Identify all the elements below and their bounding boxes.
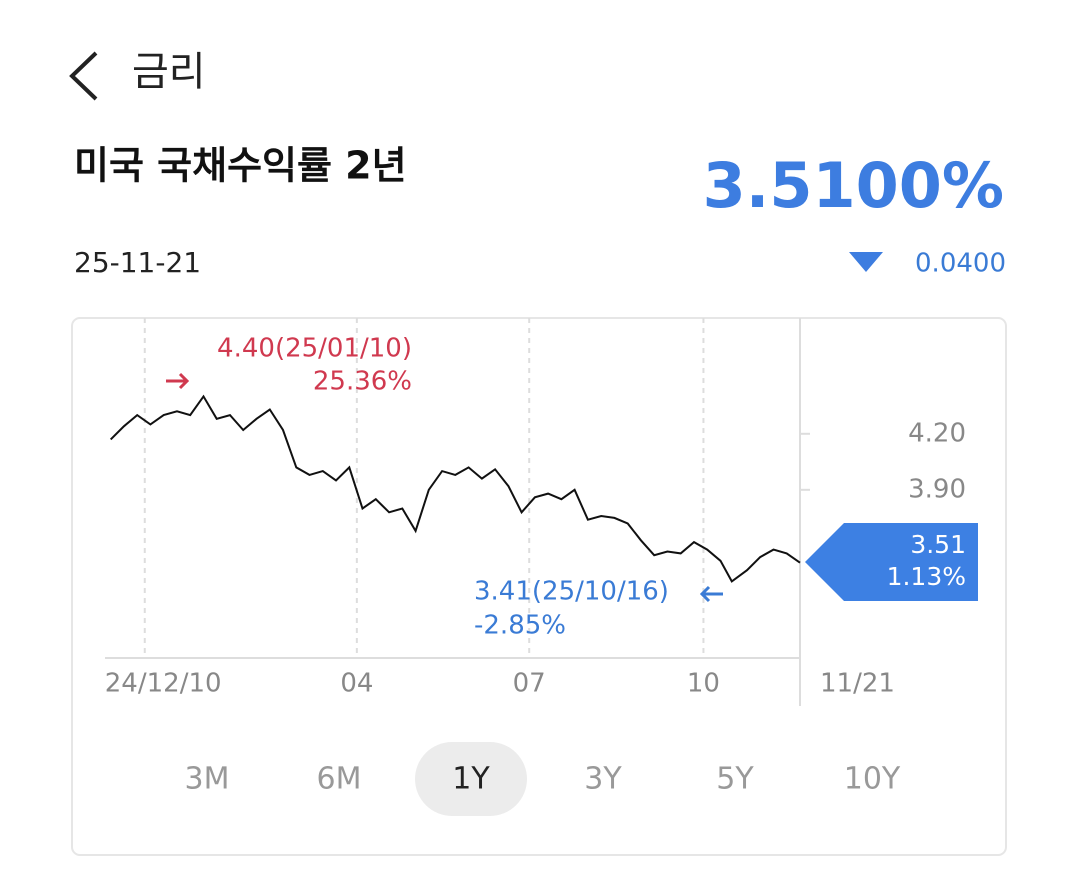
- selected-tab-bg: [415, 742, 527, 816]
- y-tick-label: 4.20: [908, 418, 966, 448]
- chart-card: [71, 317, 1007, 856]
- high-arrow: [166, 372, 190, 390]
- last-value: 3.51: [910, 530, 966, 559]
- last-flag: [805, 523, 978, 601]
- range-tab[interactable]: 3M: [185, 762, 230, 797]
- x-tick-label: 07: [513, 669, 546, 699]
- range-tab[interactable]: 3Y: [584, 762, 622, 797]
- range-tab[interactable]: 1Y: [452, 762, 490, 797]
- low-change: -2.85%: [474, 611, 566, 641]
- page-title: 금리: [132, 49, 206, 95]
- last-change: 1.13%: [887, 562, 966, 591]
- change: 0.0400: [915, 249, 1006, 279]
- x-tick-label: 11/21: [820, 669, 895, 699]
- range-tab[interactable]: 5Y: [716, 762, 754, 797]
- x-tick-label: 04: [340, 669, 373, 699]
- price: 3.5100%: [703, 149, 1004, 222]
- y-tick-label: 3.90: [908, 474, 966, 504]
- high-label: 4.40(25/01/10): [217, 334, 412, 364]
- price-line: [109, 394, 801, 583]
- range-tab[interactable]: 10Y: [844, 762, 901, 797]
- low-arrow: [699, 585, 723, 603]
- x-tick-label: 10: [687, 669, 720, 699]
- date: 25-11-21: [74, 246, 201, 279]
- high-change: 25.36%: [313, 367, 412, 397]
- down-arrow: [849, 252, 883, 272]
- instrument-name: 미국 국채수익률 2년: [74, 144, 407, 188]
- back-button[interactable]: [69, 51, 98, 101]
- x-tick-label: 24/12/10: [105, 669, 222, 699]
- low-label: 3.41(25/10/16): [474, 577, 669, 607]
- range-tab[interactable]: 6M: [317, 762, 362, 797]
